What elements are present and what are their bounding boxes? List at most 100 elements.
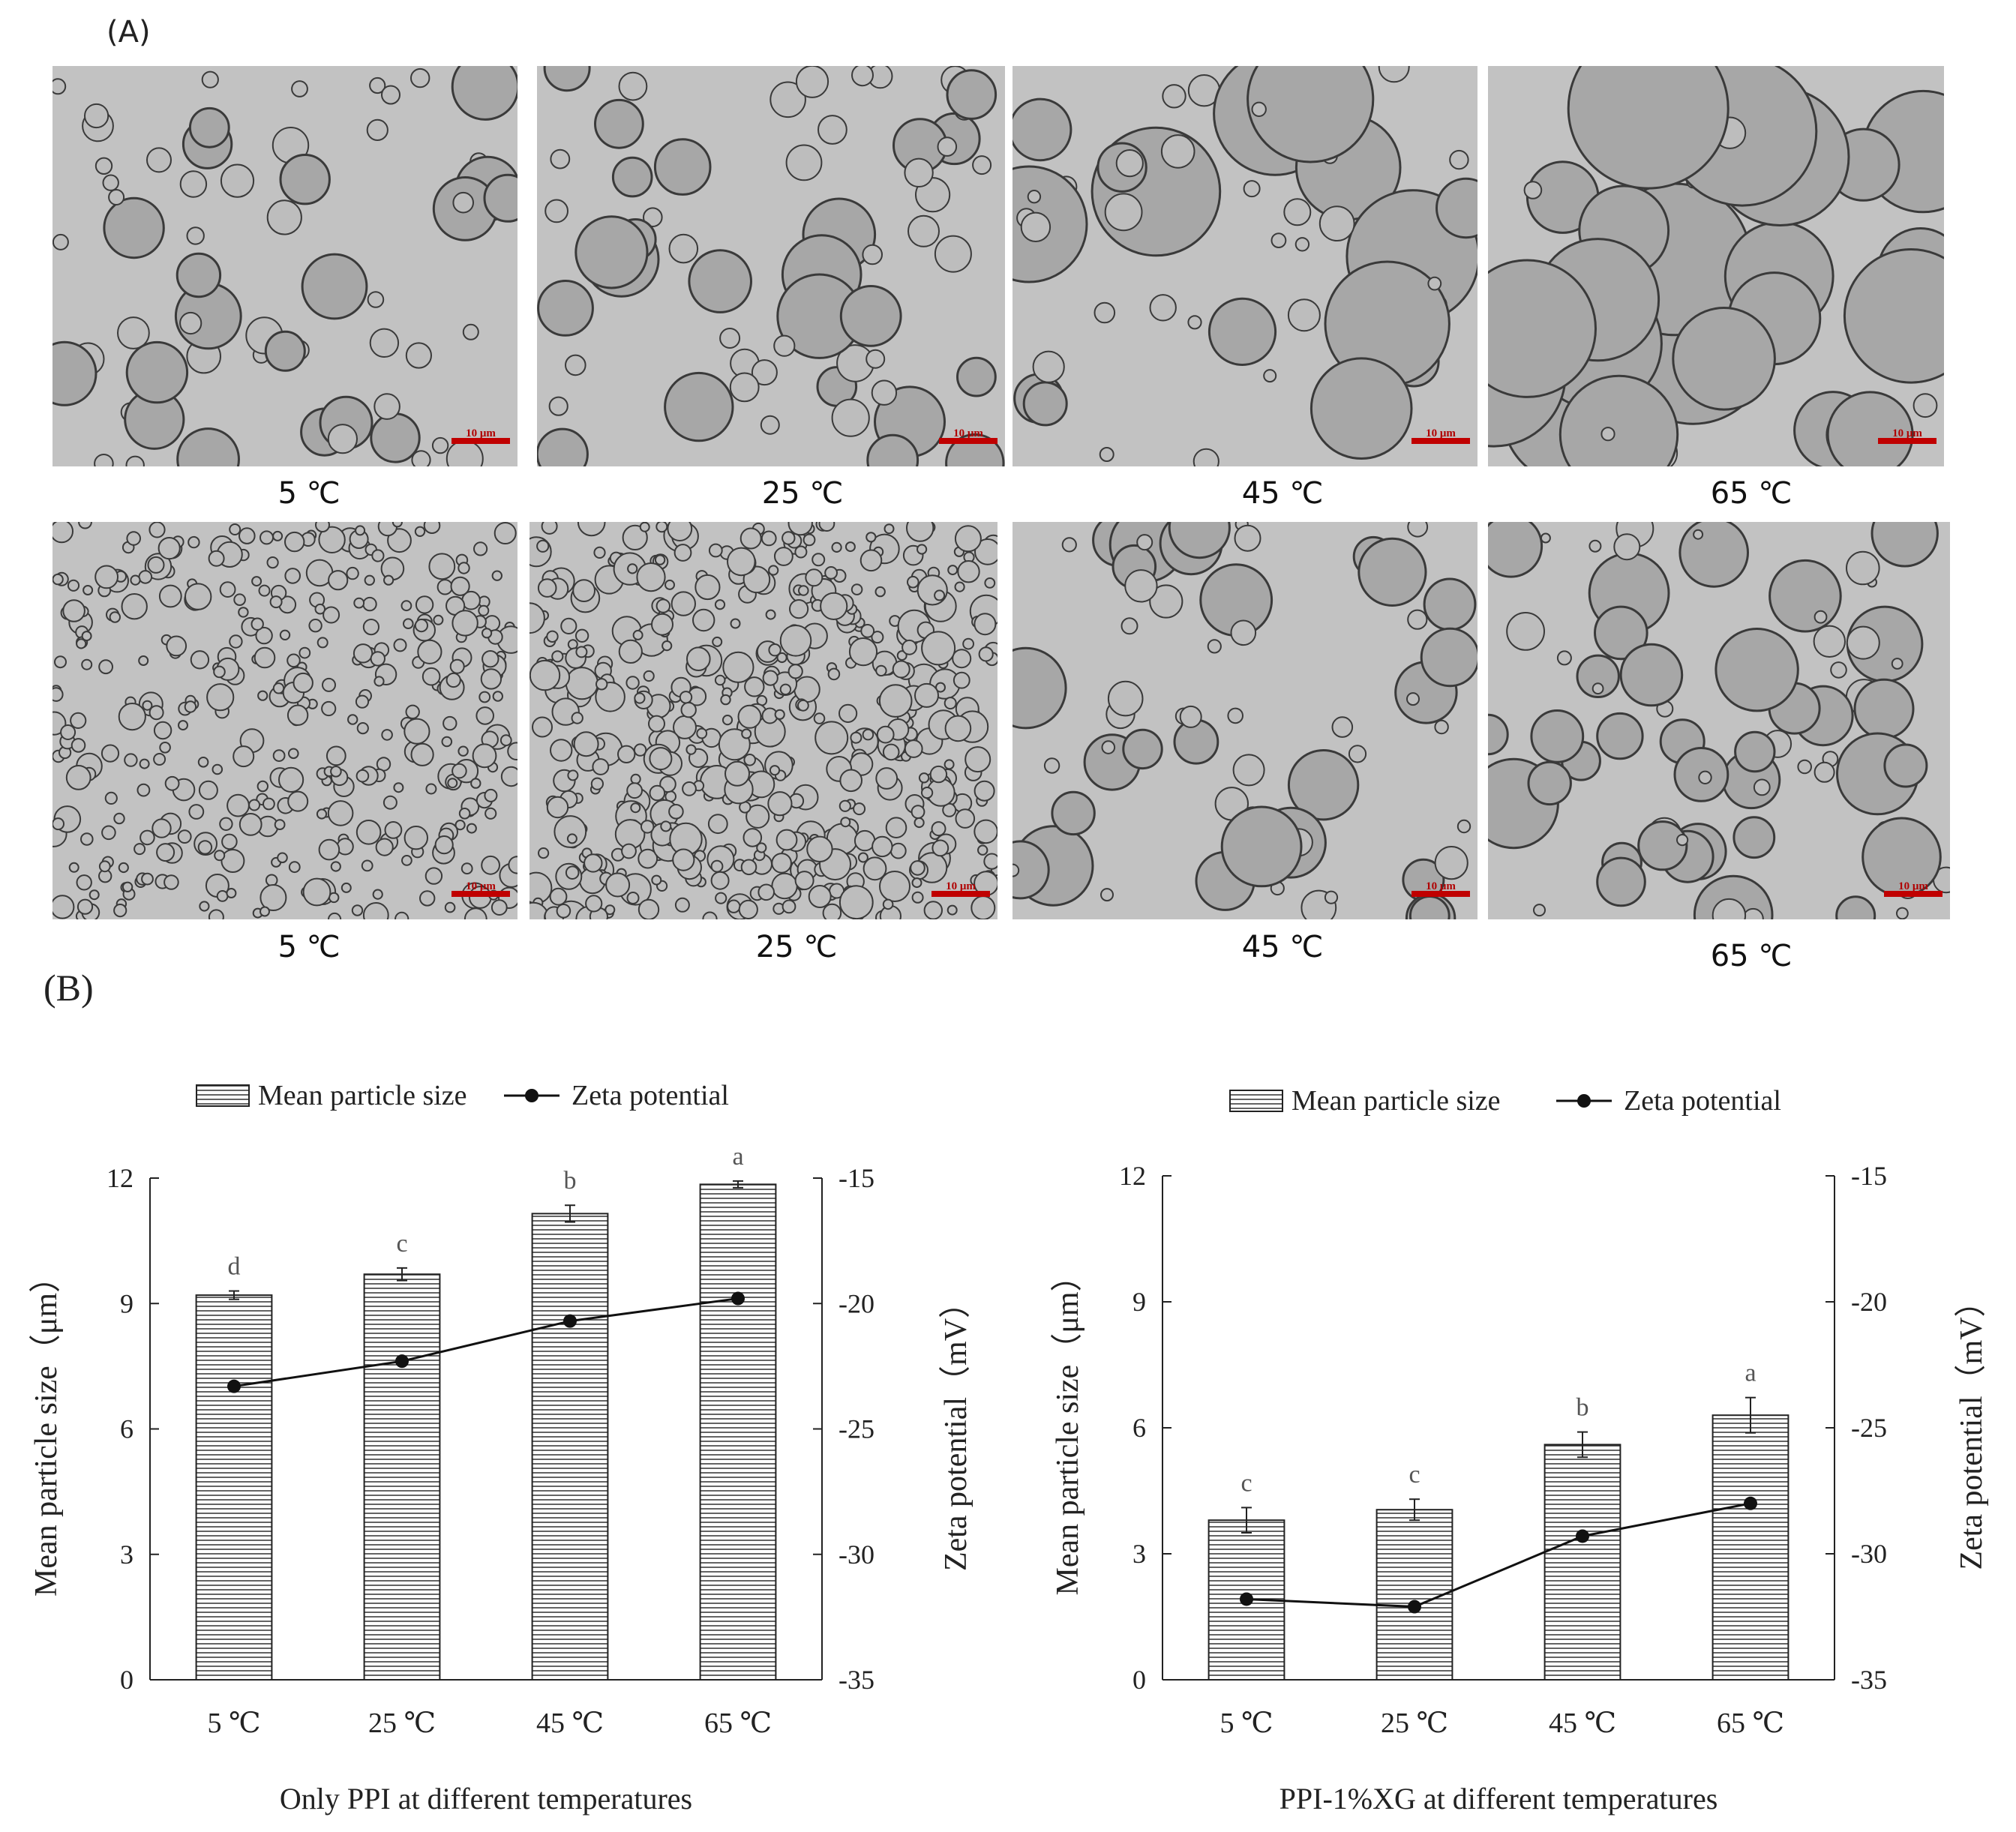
droplet [1883,743,1928,788]
droplet [500,766,518,787]
droplet [850,731,862,744]
droplet [1797,759,1813,775]
droplet [121,593,148,620]
droplet [286,653,301,668]
droplet [288,861,301,874]
droplet [452,610,478,637]
droplet [446,672,461,688]
droplet [1012,840,1050,900]
y-tick-label: 12 [106,1163,134,1193]
droplet [549,887,568,906]
droplet [291,80,308,97]
y-tick-label: 0 [1132,1665,1146,1695]
significance-letter: b [564,1167,577,1195]
droplet [1246,66,1375,163]
droplet [548,396,568,416]
droplet [98,860,111,873]
droplet [362,619,380,636]
droplet [1051,790,1096,836]
droplet [878,684,913,718]
droplet [136,783,151,797]
droplet [125,340,189,404]
droplet [374,393,400,420]
droplet [649,784,666,802]
legend-label-line: Zeta potential [572,1080,729,1111]
droplet [60,724,76,740]
droplet [729,372,760,403]
droplet [1594,605,1648,661]
droplet [974,780,995,802]
droplet [366,118,388,142]
droplet [179,170,208,198]
droplet [476,706,495,725]
droplet [314,603,326,615]
droplet [1558,374,1679,466]
droplet [122,881,134,892]
micrograph-caption: 5 ℃ [278,476,340,511]
droplet [188,106,230,148]
droplet [543,66,591,92]
droplet [1434,719,1449,735]
droplet [1407,609,1428,630]
zeta-point [731,1291,745,1306]
droplet [776,652,788,664]
droplet [52,817,64,831]
droplet [500,734,512,747]
droplet [401,855,412,866]
droplet [414,526,426,537]
droplet [550,739,573,762]
droplet [672,848,695,871]
droplet [931,821,946,837]
droplet [184,700,197,713]
droplet [1488,259,1597,398]
droplet [746,804,770,829]
droplet [1896,907,1909,919]
droplet [862,728,874,741]
droplet [664,371,734,442]
droplet [146,147,172,173]
droplet [914,682,939,708]
micrograph-caption: 25 ℃ [755,930,838,964]
droplet [449,658,465,674]
droplet [70,712,87,729]
droplet [1099,447,1114,462]
droplet [1596,712,1644,760]
droplet [369,328,400,358]
droplet [272,682,285,694]
droplet [118,862,129,874]
droplet [347,714,358,725]
droplet [141,872,154,886]
droplet [433,614,444,625]
droplet [1187,315,1202,330]
droplet [537,578,557,598]
droplet [1527,760,1572,806]
droplet-texture [52,66,518,466]
x-tick-label: 65 ℃ [704,1708,772,1739]
droplet [482,650,500,668]
droplet [248,799,261,811]
droplet [974,819,998,844]
micrograph-ppi-45c: 10 μm [1012,66,1478,466]
droplet [126,531,141,546]
legend-swatch-bar [1229,1090,1283,1112]
droplet [916,574,948,606]
scale-bar: 10 μm [1412,427,1470,444]
droplet [1283,198,1312,226]
droplet [904,739,923,758]
droplet [743,754,757,766]
droplet [674,544,692,562]
droplet [264,330,306,372]
droplet [404,718,430,745]
droplet [197,757,209,768]
droplet [460,862,473,875]
droplet [824,566,838,580]
droplet [108,189,125,205]
droplet [1094,301,1116,324]
droplet [964,746,992,773]
droplet [805,568,824,587]
droplet [686,744,697,755]
droplet [770,81,806,118]
droplet [424,867,443,885]
legend-label-line: Zeta potential [1624,1085,1781,1117]
droplet [422,667,441,686]
